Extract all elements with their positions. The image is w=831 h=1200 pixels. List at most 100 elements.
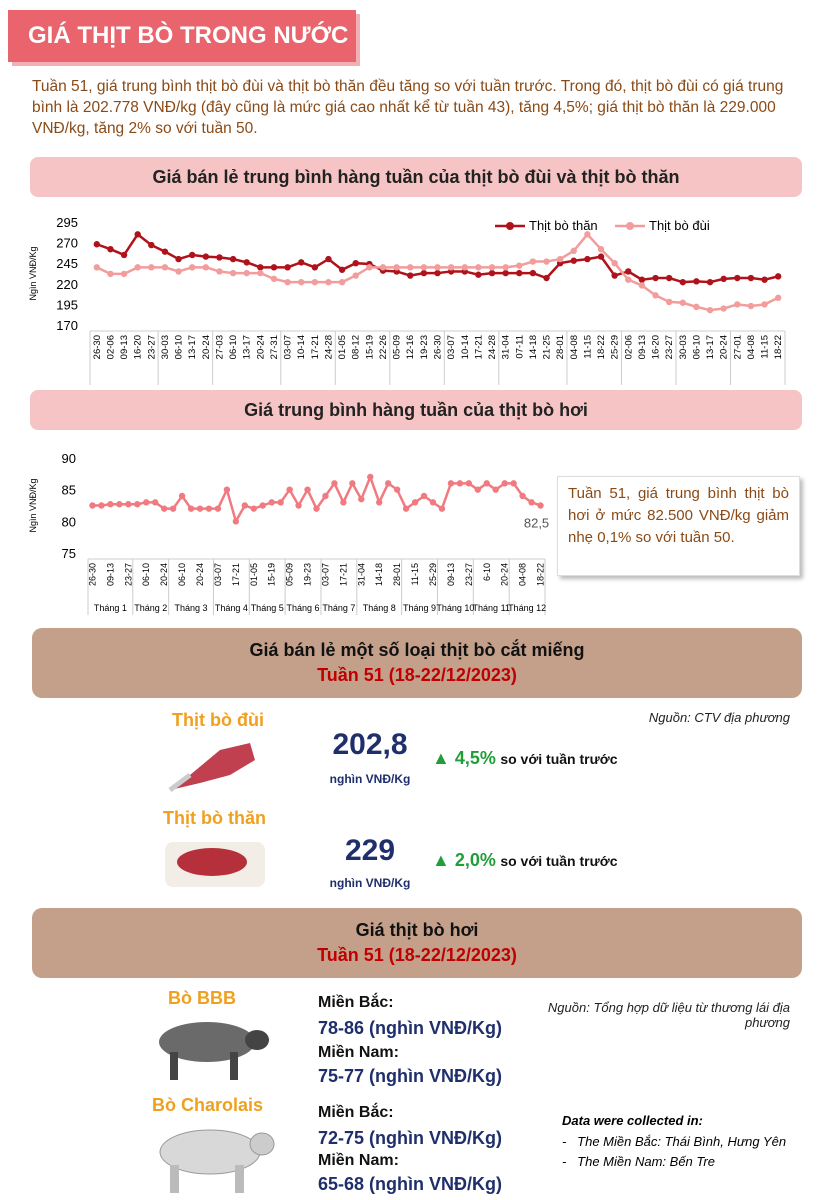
x-tick-label: 17-21 [338,563,348,586]
point [284,264,291,271]
x-tick-label: 01-05 [337,335,348,359]
point [465,480,473,487]
x-group-label: Tháng 11 [473,603,510,613]
point [510,480,517,487]
y-tick-label: 85 [62,483,76,498]
point [270,275,278,283]
x-tick-label: 31-04 [501,335,512,359]
point [331,480,338,487]
x-tick-label: 20-24 [255,335,266,359]
point [429,499,437,506]
x-group-label: Tháng 2 [134,603,167,613]
point [456,480,464,487]
x-tick-label: 11-15 [582,335,593,359]
point [107,270,114,278]
x-tick-label: 10-14 [296,335,307,359]
point [434,264,441,271]
x-tick-label: 13-17 [705,335,716,359]
point [366,264,373,271]
point [379,264,387,271]
point [519,492,526,500]
x-tick-label: 06-10 [141,563,151,586]
collected-item: - The Miền Nam: Bến Tre [562,1154,715,1169]
point [528,499,535,506]
point [611,260,618,267]
point [259,502,266,509]
point [638,282,646,289]
point [175,268,182,275]
x-tick-label: 20-24 [195,563,205,586]
point [747,274,755,282]
x-tick-label: 02-06 [105,335,116,359]
collected-item: - The Miền Bắc: Thái Bình, Hưng Yên [562,1134,787,1149]
point [189,251,196,259]
cut-name: Thịt bò thăn [163,808,266,828]
x-tick-label: 09-13 [637,335,648,359]
point [376,499,383,506]
point [202,264,210,271]
point [665,274,673,282]
point [311,264,319,271]
point [134,231,141,238]
point [611,272,618,279]
point [774,273,782,280]
x-tick-label: 05-09 [285,563,295,586]
up-icon: ▲ [432,748,455,768]
point [232,518,240,525]
point [492,486,499,493]
x-tick-label: 14-18 [528,335,539,359]
point [747,302,755,310]
section-header: Giá bán lẻ một số loại thịt bò cắt miếng… [32,628,802,698]
point [229,269,237,277]
x-tick-label: 11-15 [760,335,771,359]
cut-name: Thịt bò đùi [172,710,264,730]
breed-name: Bò BBB [168,988,236,1008]
point [420,492,428,500]
unit: nghìn VNĐ/Kg [329,876,411,890]
x-tick-label: 6-10 [482,563,492,581]
x-tick-label: 13-17 [187,335,198,359]
point [257,269,264,277]
point [483,480,490,487]
point [325,255,332,263]
point [734,274,741,282]
breed-name: Bò Charolais [152,1095,264,1115]
point [556,255,564,263]
section-title: Giá bán lẻ một số loại thịt bò cắt miếng [249,640,585,660]
point [295,502,302,509]
legend-label: Thịt bò thăn [529,218,598,233]
x-tick-label: 23-27 [146,335,157,359]
point [277,499,284,506]
point [313,505,320,512]
x-group-label: Tháng 5 [251,603,284,613]
region: Miền Nam: [318,1044,399,1061]
x-tick-label: 23-27 [464,563,474,586]
x-tick-label: 05-09 [392,335,403,359]
x-group-label: Tháng 9 [403,603,436,613]
point [638,276,646,283]
point [349,480,356,487]
point [120,270,128,278]
price: 65-68 (nghìn VNĐ/Kg) [318,1174,503,1194]
point [352,260,359,267]
x-tick-label: 08-12 [351,335,362,359]
y-tick-label: 270 [56,236,78,251]
x-tick-label: 18-22 [596,335,607,359]
x-group-label: Tháng 8 [363,603,396,613]
point [338,266,346,273]
x-tick-label: 18-22 [773,335,784,359]
point [402,505,410,512]
x-tick-label: 20-24 [719,335,730,359]
x-tick-label: 27-31 [269,335,280,359]
point [134,264,141,271]
x-tick-label: 24-28 [323,335,334,359]
point [205,505,213,512]
region: Miền Nam: [318,1152,399,1169]
point [243,259,250,266]
point [393,264,400,271]
x-tick-label: 18-22 [536,563,546,586]
point [502,264,509,271]
point [652,274,659,282]
point [434,269,441,277]
